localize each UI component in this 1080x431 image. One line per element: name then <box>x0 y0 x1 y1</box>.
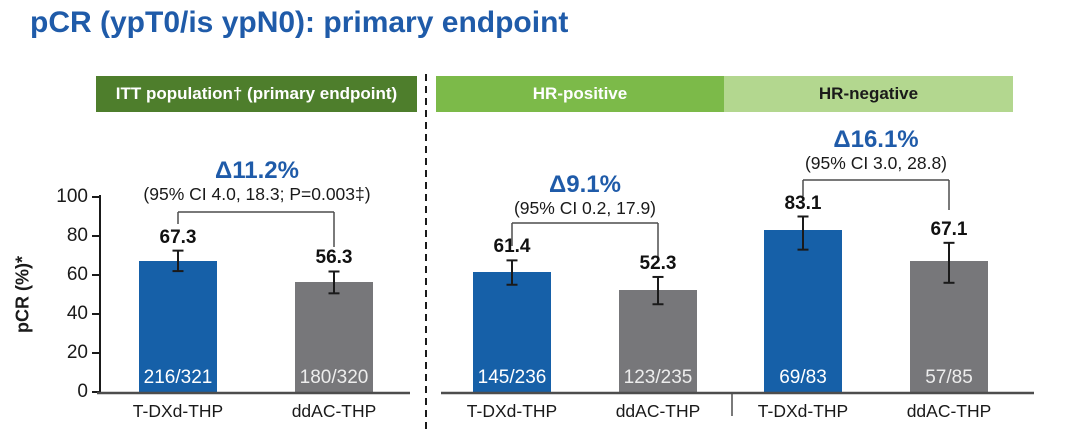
delta-annotation-hr-negative: Δ16.1% (95% CI 3.0, 28.8) <box>805 127 947 173</box>
delta-annotation-hr-positive: Δ9.1% (95% CI 0.2, 17.9) <box>514 172 656 218</box>
panel-header-hr-positive-label: HR-positive <box>532 84 628 103</box>
bar-0-t-dxd-thp: 216/321 <box>139 260 217 392</box>
bar-1-ddac-thp: 123/235 <box>619 290 697 392</box>
delta-value-hr-negative: Δ16.1% <box>833 126 919 153</box>
y-tick-label: 40 <box>66 303 88 324</box>
panel-header-hr-positive: HR-positive <box>436 76 724 112</box>
y-tick-label: 60 <box>66 264 88 285</box>
x-axis-label: ddAC-THP <box>291 401 377 421</box>
panel-header-hr-negative: HR-negative <box>724 76 1013 112</box>
ci-text-hr-negative: (95% CI 3.0, 28.8) <box>804 153 948 174</box>
bar-value-label: 56.3 <box>315 247 353 269</box>
y-tick-label: 20 <box>66 342 88 363</box>
x-axis-label: T-DXd-THP <box>757 401 849 421</box>
delta-value-hr-positive: Δ9.1% <box>549 171 621 198</box>
bar-0-ddac-thp: 180/320 <box>295 282 373 392</box>
y-tick-label: 100 <box>56 186 88 207</box>
panel-header-itt: ITT population† (primary endpoint) <box>96 76 417 112</box>
x-axis-label: T-DXd-THP <box>132 401 224 421</box>
bar-count-label: 145/236 <box>477 366 547 388</box>
bar-value-label: 83.1 <box>784 192 822 214</box>
x-axis-label: ddAC-THP <box>906 401 992 421</box>
bar-count-label: 57/85 <box>925 366 973 388</box>
bar-count-label: 180/320 <box>299 366 369 388</box>
bar-2-ddac-thp: 57/85 <box>910 261 988 392</box>
delta-value-itt: Δ11.2% <box>215 157 299 184</box>
delta-annotation-itt: Δ11.2% (95% CI 4.0, 18.3; P=0.003‡) <box>143 158 370 204</box>
bar-value-label: 61.4 <box>493 236 531 258</box>
y-tick-label: 80 <box>66 225 88 246</box>
bar-value-label: 67.3 <box>159 226 197 248</box>
bar-1-t-dxd-thp: 145/236 <box>473 272 551 392</box>
bar-value-label: 67.1 <box>930 218 968 240</box>
ci-text-hr-positive: (95% CI 0.2, 17.9) <box>513 198 657 219</box>
y-tick-label: 0 <box>77 381 88 402</box>
bar-count-label: 123/235 <box>623 366 693 388</box>
page-title: pCR (ypT0/is ypN0): primary endpoint <box>30 6 569 39</box>
bar-count-label: 69/83 <box>779 366 827 388</box>
bar-2-t-dxd-thp: 69/83 <box>764 229 842 392</box>
x-axis-label: T-DXd-THP <box>466 401 558 421</box>
panel-header-itt-label: ITT population† (primary endpoint) <box>115 84 398 103</box>
panel-header-hr-negative-label: HR-negative <box>818 84 919 103</box>
x-axis-label: ddAC-THP <box>615 401 701 421</box>
ci-text-itt: (95% CI 4.0, 18.3; P=0.003‡) <box>143 184 371 205</box>
bar-value-label: 52.3 <box>639 252 677 274</box>
bar-count-label: 216/321 <box>143 366 213 388</box>
